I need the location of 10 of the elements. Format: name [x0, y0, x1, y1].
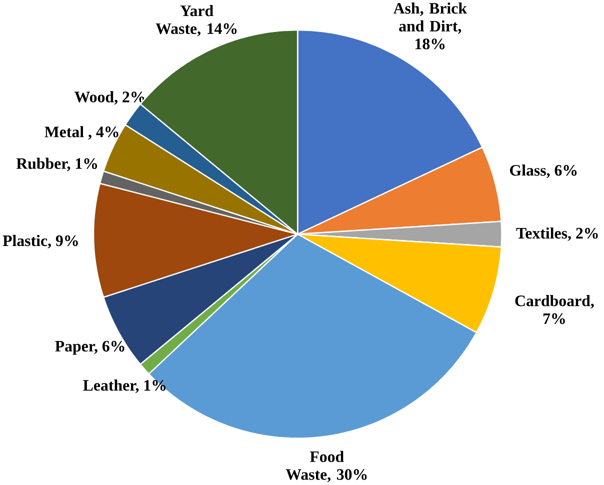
slice-label: Rubber, 1% — [16, 158, 98, 172]
slice-label: Plastic, 9% — [2, 235, 78, 249]
slice-label: Glass, 6% — [510, 164, 577, 178]
slice-label: Textiles, 2% — [516, 228, 598, 242]
slice-label: Yard Waste, 14% — [156, 5, 237, 36]
slice-label: Metal , 4% — [44, 126, 118, 140]
slice-label: Paper, 6% — [55, 341, 124, 355]
slice-label: Ash, Brick and Dirt, 18% — [393, 2, 467, 50]
slice-label: Cardboard, 7% — [515, 295, 594, 324]
slice-label: Food Waste, 30% — [286, 451, 367, 482]
